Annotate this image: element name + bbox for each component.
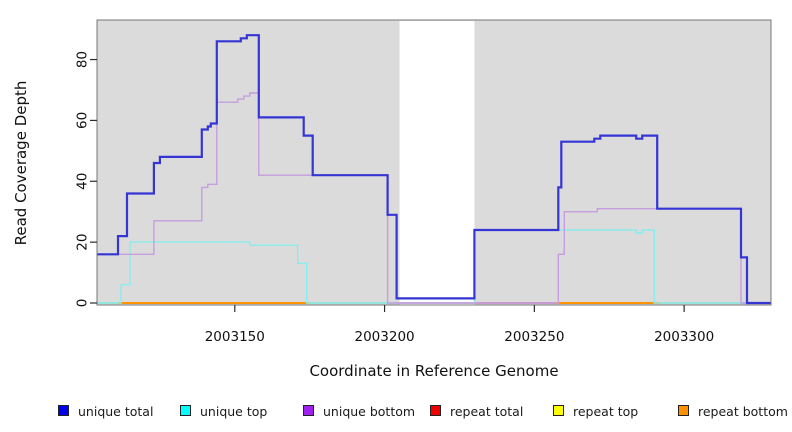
x-axis-title: Coordinate in Reference Genome	[309, 362, 559, 380]
y-tick-label-60: 60	[74, 112, 90, 129]
legend-item-repeat-total: repeat total	[430, 401, 523, 421]
legend-swatch-unique-bottom	[303, 405, 314, 416]
series-unique-bottom-line	[97, 92, 771, 304]
legend-item-unique-total: unique total	[58, 401, 153, 421]
legend-label-unique-total: unique total	[78, 404, 154, 419]
y-tick-label-80: 80	[74, 51, 90, 68]
legend-swatch-repeat-top	[553, 405, 564, 416]
legend-label-unique-top: unique top	[200, 404, 268, 419]
legend-label-unique-bottom: unique bottom	[323, 404, 416, 419]
legend-label-repeat-total: repeat total	[450, 404, 524, 419]
series-unique-top-line	[97, 229, 771, 304]
legend-swatch-repeat-total	[430, 405, 441, 416]
masked-region	[399, 21, 475, 305]
plot-panel-border	[96, 19, 772, 306]
legend-item-repeat-top: repeat top	[553, 401, 638, 421]
legend-label-repeat-top: repeat top	[573, 404, 639, 419]
legend-item-repeat-bottom: repeat bottom	[678, 401, 788, 421]
legend-label-repeat-bottom: repeat bottom	[698, 404, 788, 419]
legend: unique total unique top unique bottom repea…	[0, 401, 792, 425]
x-tick-label-2003250: 2003250	[504, 329, 564, 345]
legend-swatch-unique-top	[180, 405, 191, 416]
legend-item-unique-bottom: unique bottom	[303, 401, 415, 421]
legend-swatch-repeat-bottom	[678, 405, 689, 416]
legend-item-unique-top: unique top	[180, 401, 267, 421]
x-tick-label-2003150: 2003150	[205, 329, 265, 345]
y-axis-title: Read Coverage Depth	[12, 80, 30, 246]
y-tick-label-20: 20	[74, 234, 90, 251]
series-unique-total-line	[97, 34, 771, 305]
y-tick-label-40: 40	[74, 173, 90, 190]
x-tick-label-2003300: 2003300	[654, 329, 714, 345]
y-tick-label-0: 0	[74, 299, 90, 308]
legend-swatch-unique-total	[58, 405, 69, 416]
x-tick-label-2003200: 2003200	[355, 329, 415, 345]
